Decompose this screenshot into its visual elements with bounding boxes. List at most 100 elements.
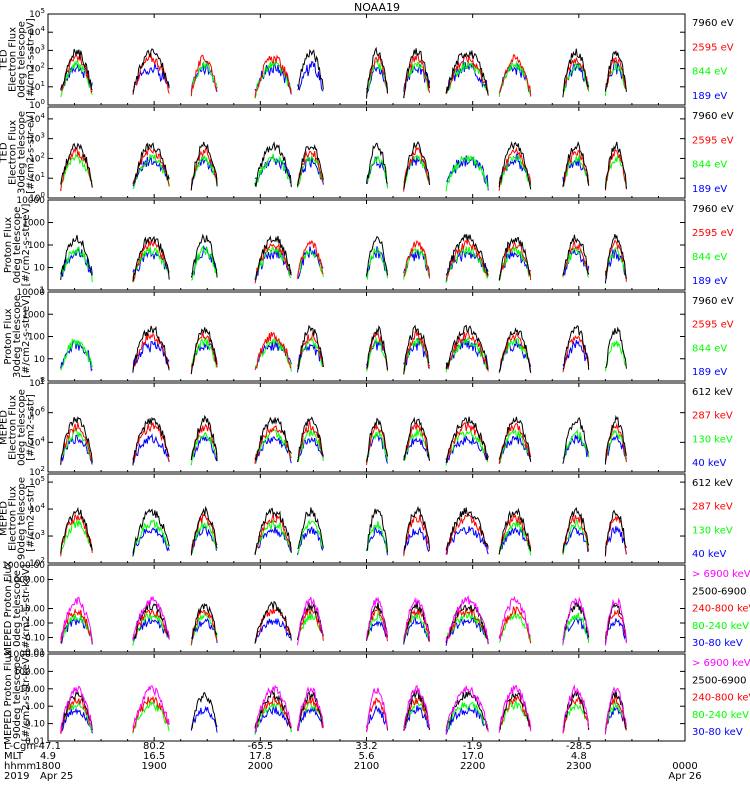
legend-entry: 287 keV: [692, 502, 733, 513]
series-trace: [60, 420, 627, 466]
exponent: 4: [41, 25, 46, 33]
footer-value: Apr 25: [40, 771, 73, 782]
y-axis-label: Proton Flux30deg telescope[#/cm2-s-str-e…: [3, 295, 32, 378]
y-tick-label: 0.01: [25, 648, 45, 658]
series-trace: [60, 518, 590, 556]
series-trace: [60, 704, 627, 735]
exponent: 2: [41, 151, 45, 159]
y-axis-label-line: 90deg telescope: [17, 477, 28, 560]
series-trace: [60, 505, 627, 557]
y-tick-label: 1000.00: [8, 650, 45, 660]
legend-entry: 612 keV: [692, 478, 733, 489]
series-trace: [60, 610, 590, 646]
footer-value: 0000: [672, 761, 697, 772]
y-tick-label: 0.10: [25, 634, 45, 644]
y-axis-label-line: [#/cm2-s-str-eV]: [21, 204, 32, 287]
legend-entry: 2595 eV: [692, 228, 734, 239]
exponent: 4: [41, 112, 46, 120]
exponent: 1: [41, 80, 45, 88]
y-tick-label: 1.00: [25, 702, 45, 712]
legend-entry: 2500-6900: [692, 675, 747, 686]
exponent: 1: [41, 171, 45, 179]
y-axis-label-line: MEPED: [0, 410, 10, 445]
legend-entry: 2500-6900: [692, 586, 747, 597]
y-tick-label: 1.00: [25, 619, 45, 629]
exponent: 5: [41, 475, 45, 483]
exponent: 2: [41, 556, 45, 564]
series-trace: [60, 616, 627, 646]
series-trace: [60, 694, 627, 735]
series-trace: [60, 594, 627, 646]
y-axis-label: Proton Flux0deg telescope[#/cm2-s-str-eV…: [3, 204, 32, 287]
y-tick-label: 0.01: [25, 737, 45, 747]
legend-entry: 240-800 keV: [692, 693, 750, 704]
y-axis-label-line: [#/cm2-s-str-eV]: [26, 111, 37, 194]
y-axis-label-line: 0deg telescope: [17, 21, 28, 98]
legend-entry: 2595 eV: [692, 135, 734, 146]
footer-row-label: hhmm: [4, 761, 36, 772]
legend-entry: 80-240 keV: [692, 621, 749, 632]
y-axis-label-line: [#/cm2-s-str-keV]: [21, 653, 32, 741]
legend-entry: 130 keV: [692, 525, 733, 536]
footer-row-label: MLT: [4, 751, 24, 762]
y-axis-label-line: 90deg telescope: [12, 656, 23, 739]
footer-value: 1800: [35, 761, 60, 772]
series-trace: [60, 46, 627, 99]
legend-entry: 40 keV: [692, 549, 726, 560]
footer-row-label: L-Cgm: [4, 741, 36, 752]
y-axis-label-line: Electron Flux: [8, 486, 19, 551]
y-axis-label: MEPED Proton Flux90deg telescope[#/cm2-s…: [3, 650, 32, 744]
y-axis-label-line: 30deg telescope: [12, 295, 23, 378]
legend-entry: 40 keV: [692, 458, 726, 469]
series-trace: [132, 238, 627, 284]
legend-entry: 189 eV: [692, 276, 727, 287]
panel-frame: [47, 106, 686, 199]
footer-value: 4.9: [40, 751, 56, 762]
y-axis-label-line: 0deg telescope: [12, 570, 23, 647]
y-axis-label-line: [#/cm2-s-str]: [26, 394, 37, 461]
series-trace: [132, 600, 627, 644]
series-trace: [60, 689, 627, 734]
series-trace: [132, 330, 590, 374]
y-axis-label-line: TED: [0, 142, 10, 163]
y-axis-label-line: Electron Flux: [8, 120, 19, 185]
legend-entry: > 6900 keV: [692, 569, 750, 580]
legend-entry: 844 eV: [692, 252, 727, 263]
legend-entry: 2595 eV: [692, 42, 734, 53]
y-tick-label: 0.10: [25, 720, 45, 730]
y-axis-label-line: Electron Flux: [8, 395, 19, 460]
footer-value: -47.1: [35, 741, 61, 752]
y-tick-label: 1: [39, 377, 45, 387]
exponent: 0: [41, 191, 45, 199]
legend-entry: 189 eV: [692, 367, 727, 378]
y-axis-label-line: MEPED: [0, 501, 10, 536]
footer-value: 16.5: [143, 751, 165, 762]
y-axis-label-line: TED: [0, 49, 10, 70]
legend-entry: 189 eV: [692, 91, 727, 102]
series-trace: [60, 336, 590, 373]
series-trace: [60, 245, 627, 283]
footer-value: -65.5: [247, 741, 273, 752]
legend-entry: 7960 eV: [692, 18, 734, 29]
exponent: 2: [41, 62, 45, 70]
y-tick-label: 10000.00: [2, 561, 45, 571]
exponent: 3: [41, 43, 45, 51]
series-trace: [60, 233, 627, 284]
y-axis-label-line: [#/cm2-s-str-keV]: [21, 564, 32, 652]
legend-entry: 7960 eV: [692, 204, 734, 215]
footer-value: 17.0: [462, 751, 484, 762]
series-trace: [132, 524, 627, 556]
footer-value: 4.8: [571, 751, 587, 762]
exponent: 4: [41, 435, 46, 443]
y-axis-label: MEPED Proton Flux0deg telescope[#/cm2-s-…: [3, 561, 32, 655]
legend-entry: 7960 eV: [692, 111, 734, 122]
exponent: 0: [41, 98, 45, 106]
legend-entry: 844 eV: [692, 67, 727, 78]
